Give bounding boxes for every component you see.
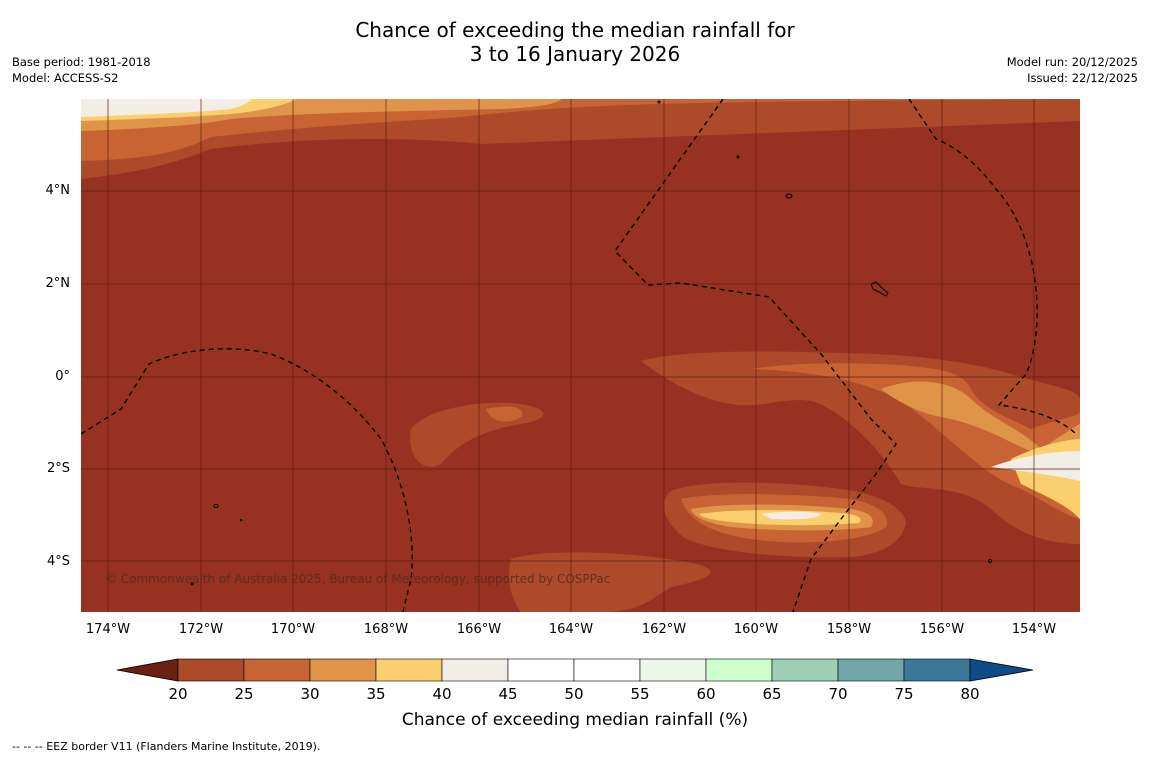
colorbar-cell — [309, 658, 377, 682]
issued-text: Issued: 22/12/2025 — [1027, 71, 1138, 85]
contour-35-central — [881, 381, 1080, 499]
colorbar-cell — [177, 658, 245, 682]
colorbar-tick-label: 65 — [762, 685, 782, 703]
metadata-right: Model run: 20/12/2025 Issued: 22/12/2025 — [1007, 54, 1138, 86]
map-panel — [81, 99, 1080, 612]
contour-30-north — [81, 99, 1080, 161]
copyright-text: © Commonwealth of Australia 2025, Bureau… — [105, 572, 611, 586]
colorbar-cell — [441, 658, 509, 682]
colorbar-tick-label: 25 — [234, 685, 254, 703]
colorbar — [116, 658, 1034, 682]
contour-25-bottom-blob — [509, 552, 711, 612]
colorbar-tick-label: 60 — [696, 685, 716, 703]
lon-label: 156°W — [919, 622, 965, 637]
colorbar-cell — [243, 658, 311, 682]
colorbar-tick-label: 35 — [366, 685, 386, 703]
colorbar-low-arrow — [116, 658, 179, 682]
colorbar-tick-label: 30 — [300, 685, 320, 703]
title-line-1: Chance of exceeding the median rainfall … — [355, 18, 795, 42]
eez-border-east — [908, 99, 1077, 435]
lon-label: 158°W — [826, 622, 872, 637]
colorbar-tick-label: 75 — [894, 685, 914, 703]
colorbar-tick-label: 80 — [960, 685, 980, 703]
eez-footnote: -- -- -- EEZ border V11 (Flanders Marine… — [12, 740, 321, 753]
colorbar-cell — [639, 658, 707, 682]
colorbar-cell — [507, 658, 575, 682]
base-period-text: Base period: 1981-2018 — [12, 55, 151, 69]
contour-45-east — [991, 451, 1080, 481]
colorbar-tick-label: 20 — [168, 685, 188, 703]
colorbar-cell — [375, 658, 443, 682]
model-text: Model: ACCESS-S2 — [12, 71, 119, 85]
lat-label: 4°N — [45, 183, 71, 198]
title-line-2: 3 to 16 January 2026 — [469, 42, 681, 66]
lon-label: 160°W — [733, 622, 779, 637]
colorbar-tick-label: 70 — [828, 685, 848, 703]
colorbar-cell — [705, 658, 773, 682]
colorbar-cell — [903, 658, 971, 682]
graticule — [81, 99, 1080, 612]
lat-label: 4°S — [46, 554, 70, 569]
lat-label: 2°S — [46, 461, 70, 476]
map-title: Chance of exceeding the median rainfall … — [0, 18, 1150, 66]
colorbar-cell — [573, 658, 641, 682]
lon-label: 174°W — [85, 622, 131, 637]
map-background — [81, 99, 1080, 612]
islands — [190, 100, 992, 586]
eez-borders — [81, 99, 1077, 612]
model-run-text: Model run: 20/12/2025 — [1006, 55, 1138, 69]
contour-45-south-blob — [761, 511, 821, 520]
colorbar-tick-label: 55 — [630, 685, 650, 703]
colorbar-title: Chance of exceeding median rainfall (%) — [401, 710, 749, 730]
eez-border-central — [614, 99, 897, 612]
lon-label: 166°W — [456, 622, 502, 637]
lon-label: 154°W — [1011, 622, 1057, 637]
lon-label: 170°W — [270, 622, 316, 637]
colorbar-tick-label: 45 — [498, 685, 518, 703]
lon-label: 162°W — [641, 622, 687, 637]
eez-border-west — [81, 348, 413, 612]
colorbar-high-arrow — [969, 658, 1034, 682]
lon-label: 168°W — [363, 622, 409, 637]
colorbar-tick-label: 40 — [432, 685, 452, 703]
lat-label: 0° — [55, 369, 70, 384]
contour-45-north — [81, 99, 251, 117]
contour-30-west-blob — [486, 406, 522, 422]
lon-label: 172°W — [178, 622, 224, 637]
lon-label: 164°W — [548, 622, 594, 637]
colorbar-tick-label: 50 — [564, 685, 584, 703]
rainfall-map — [81, 99, 1080, 612]
lat-label: 2°N — [45, 276, 71, 291]
colorbar-cell — [837, 658, 905, 682]
colorbar-cell — [771, 658, 839, 682]
metadata-left: Base period: 1981-2018 Model: ACCESS-S2 — [12, 54, 151, 86]
